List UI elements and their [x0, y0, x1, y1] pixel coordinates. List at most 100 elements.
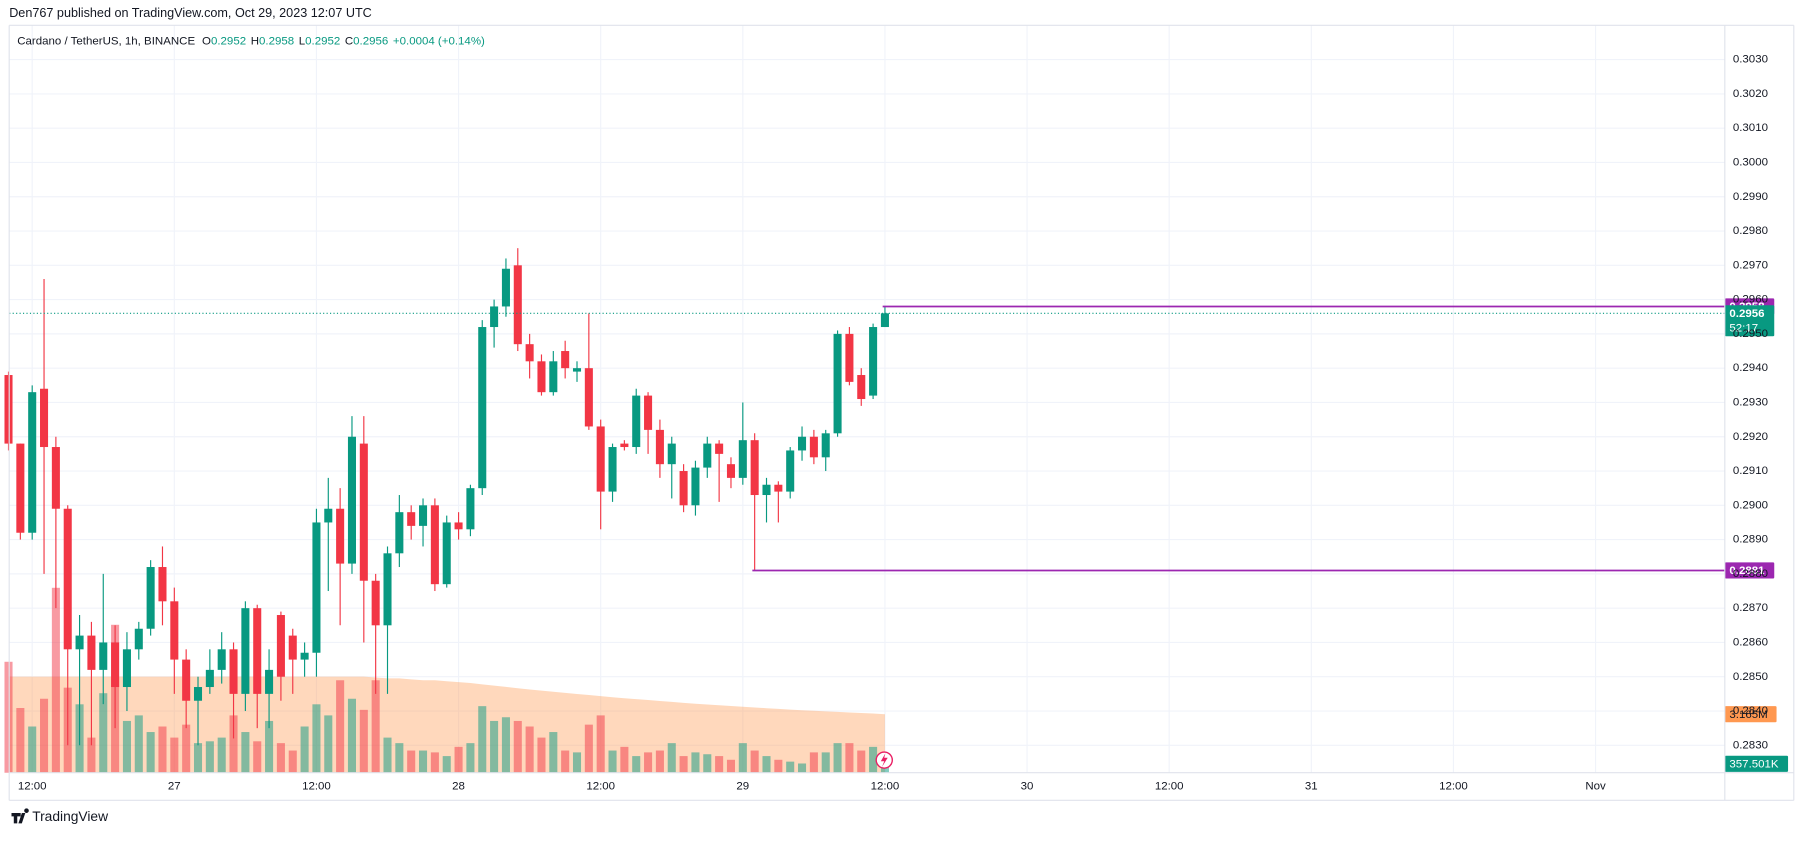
volume-bar: [395, 743, 404, 773]
volume-bar: [750, 750, 759, 773]
volume-bar: [644, 752, 653, 773]
x-tick-label: 28: [452, 781, 465, 793]
volume-bar: [726, 759, 735, 773]
grid: [9, 25, 1725, 773]
legend: Cardano / TetherUS, 1h, BINANCE O0.2952 H0…: [17, 35, 485, 47]
volume-bar: [821, 752, 830, 773]
volume-ma-box: [1724, 706, 1777, 723]
candle-body: [762, 484, 771, 496]
candle-body: [229, 649, 238, 694]
volume-bar: [205, 741, 214, 773]
candle-body: [644, 395, 653, 430]
y-tick-label: 0.2920: [1733, 431, 1768, 443]
y-tick-label: 0.3000: [1733, 156, 1768, 168]
volume-bar: [454, 746, 463, 773]
price-label-box: [1724, 562, 1775, 579]
candle-body: [241, 608, 250, 694]
volume-bar: [596, 715, 605, 773]
candle-body: [205, 669, 214, 688]
candle-body: [809, 436, 818, 458]
legend-key: C: [345, 35, 353, 47]
volume-ma-area: [8, 676, 885, 773]
y-tick-label: 0.2830: [1733, 739, 1768, 751]
x-tick-label: 12:00: [18, 781, 47, 793]
volume-bar: [561, 750, 570, 773]
volume-bar: [253, 741, 262, 773]
volume-bar: [51, 587, 60, 773]
candle-body: [537, 361, 546, 393]
last-price-label: 0.2956: [1729, 308, 1764, 320]
candle-body: [158, 567, 167, 602]
volume-bar: [347, 698, 357, 773]
candles: [4, 248, 889, 746]
y-tick-label: 0.2950: [1733, 328, 1768, 340]
volume-bar: [359, 709, 368, 773]
candle-body: [738, 440, 747, 478]
volume-bar: [99, 693, 108, 773]
candle-body: [857, 375, 866, 400]
y-tick-label: 0.2860: [1733, 636, 1768, 648]
candle-body: [454, 522, 463, 530]
x-tick-label: 30: [1021, 781, 1034, 793]
candle-body: [336, 508, 345, 564]
candle-body: [419, 505, 428, 526]
candle-body: [75, 635, 84, 650]
candle-body: [395, 512, 404, 554]
volume-bar: [620, 746, 629, 773]
volume-bar: [762, 756, 771, 773]
y-tick-label: 0.2850: [1733, 671, 1768, 683]
news-icon-bolt: [880, 753, 888, 767]
volume-bar: [336, 680, 345, 773]
y-tick-label: 0.3010: [1733, 122, 1768, 134]
countdown: 52:17: [1729, 322, 1758, 334]
header: Den767 published on TradingView.com, Oct…: [9, 6, 372, 20]
volume-bar: [28, 726, 37, 773]
candle-body: [880, 313, 889, 328]
candle-body: [16, 443, 25, 533]
volume-bar: [715, 756, 724, 773]
volume-bar: [691, 752, 700, 773]
y-tick-label: 0.2990: [1733, 191, 1768, 203]
volume-bar: [16, 708, 25, 773]
candle-body: [608, 447, 617, 492]
volume-bar: [170, 737, 179, 773]
x-tick-label: Nov: [1585, 781, 1606, 793]
candle-body: [561, 351, 570, 369]
candle-body: [182, 659, 191, 701]
candle-body: [513, 265, 522, 345]
candle-body: [703, 443, 712, 468]
volume-bar: [880, 766, 889, 773]
volume-bar: [300, 726, 309, 773]
candle-body: [667, 443, 676, 465]
y-tick-label: 0.3030: [1733, 54, 1768, 66]
candle-body: [312, 522, 321, 653]
volume-bar: [241, 732, 250, 773]
volume-bar: [265, 720, 274, 773]
volume-bar: [798, 763, 807, 773]
volume-bar: [419, 750, 428, 773]
candle-body: [146, 567, 155, 629]
candle-body: [715, 443, 724, 454]
volume-last-box: [1724, 755, 1789, 772]
y-tick-label: 0.2960: [1733, 294, 1768, 306]
axes: 0.28300.28400.28500.28600.28700.28800.28…: [18, 54, 1768, 793]
y-tick-label: 0.2940: [1733, 362, 1768, 374]
volume-bar: [845, 743, 854, 773]
x-tick-label: 12:00: [1439, 781, 1468, 793]
volume-bar: [786, 761, 795, 773]
candle-body: [371, 580, 380, 626]
candle-body: [490, 306, 499, 328]
candle-body: [478, 327, 487, 489]
candle-body: [347, 436, 357, 564]
candle-body: [288, 635, 297, 660]
y-tick-label: 0.2890: [1733, 534, 1768, 546]
volume-bar: [466, 743, 475, 773]
x-tick-label: 29: [736, 781, 749, 793]
volume-bar: [478, 706, 487, 773]
candle-body: [253, 608, 262, 694]
candle-body: [383, 553, 392, 626]
volume-bar: [40, 698, 49, 773]
volume-bar: [549, 732, 558, 773]
